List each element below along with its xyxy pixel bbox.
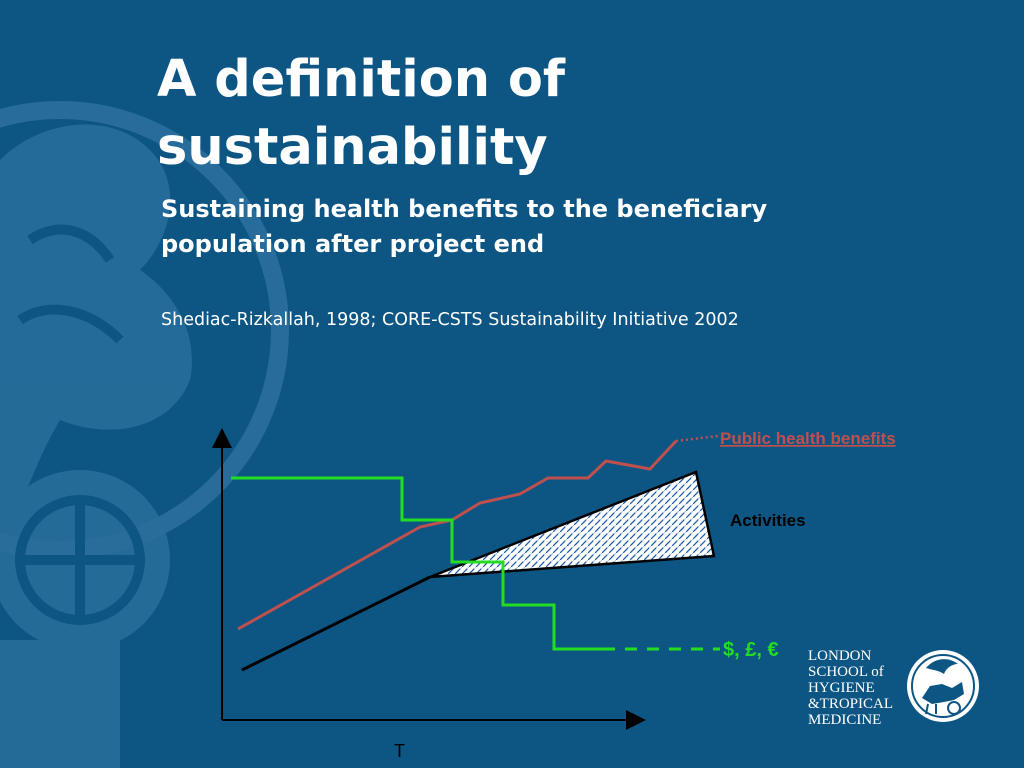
activities-label: Activities <box>730 511 806 530</box>
logo-line: MEDICINE <box>808 712 882 728</box>
money-step-line <box>231 476 603 651</box>
logo-line: &TROPICAL <box>808 696 894 712</box>
public-health-benefits-dotted-leader <box>675 434 719 443</box>
logo-line: HYGIENE <box>808 680 875 696</box>
lshtm-logo-wordmark: LONDON SCHOOL of HYGIENE &TROPICAL MEDIC… <box>808 648 908 728</box>
background-crest-watermark <box>0 101 289 768</box>
money-label: $, £, € <box>723 639 779 661</box>
citation: Shediac-Rizkallah, 1998; CORE-CSTS Susta… <box>161 310 739 330</box>
public-health-benefits-label: Public health benefits <box>720 429 896 448</box>
logo-line: LONDON <box>808 648 872 664</box>
activities-sustained-area <box>429 470 716 579</box>
logo-line: SCHOOL of <box>808 664 884 680</box>
slide-subtitle: Sustaining health benefits to the benefi… <box>161 195 768 258</box>
slide-title: A definition of sustainability <box>157 50 566 177</box>
lshtm-crest-logo <box>907 650 979 722</box>
activities-line <box>241 575 431 672</box>
x-axis-label: T <box>394 741 405 761</box>
public-health-benefits-line <box>237 439 678 631</box>
